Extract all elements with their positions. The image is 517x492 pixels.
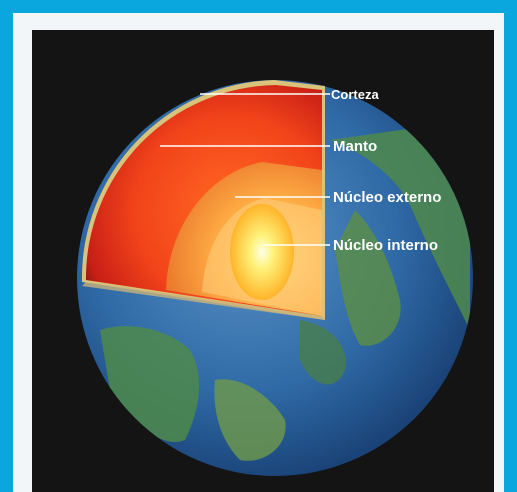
inner-core-layer [230,204,294,300]
cutaway [81,80,325,320]
inner-core-label: Núcleo interno [333,237,438,254]
continents [100,120,470,461]
leader-lines [160,93,330,246]
cut-plane-edge [82,282,325,320]
outer-core-label: Núcleo externo [333,189,441,206]
mantle-label: Manto [333,138,377,155]
crust-label: Corteza [331,87,379,102]
